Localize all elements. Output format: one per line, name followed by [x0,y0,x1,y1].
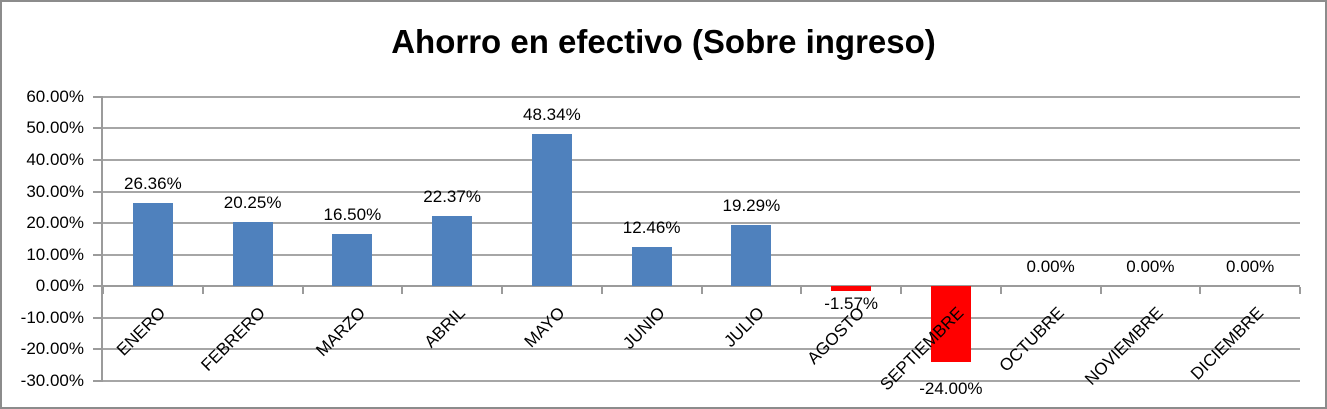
y-axis-tick [93,253,103,256]
y-axis-tick [93,316,103,319]
bar-mayo[interactable] [531,133,572,287]
y-axis-line [101,96,103,381]
y-axis-tick-label: 60.00% [26,86,84,106]
x-axis-line [103,285,1300,288]
data-label-enero: 26.36% [124,174,182,194]
category-label-marzo: MARZO [312,303,370,361]
data-label-octubre: 0.00% [1026,257,1075,277]
bar-septiembre[interactable] [930,286,971,362]
x-axis-tick [900,287,902,295]
x-axis-tick [999,287,1002,295]
data-label-septiembre: -24.00% [919,378,983,398]
y-axis-tick [93,285,103,288]
y-axis-tick-label: -30.00% [20,370,84,390]
y-axis-tick [93,379,103,382]
y-axis-tick-label: 20.00% [26,213,84,233]
data-label-julio: 19.29% [722,196,781,216]
x-axis-tick [1099,287,1102,295]
category-label-junio: JUNIO [618,303,669,353]
data-label-mayo: 48.34% [523,104,581,124]
bar-abril[interactable] [432,215,473,287]
x-axis-tick [800,287,803,295]
category-label-octubre: OCTUBRE [995,303,1068,376]
data-label-diciembre: 0.00% [1226,257,1275,277]
y-axis-tick-label: 10.00% [26,244,84,264]
category-label-agosto: AGOSTO [803,303,868,368]
category-label-mayo: MAYO [520,303,569,352]
bar-marzo[interactable] [332,234,373,287]
bar-enero[interactable] [132,203,173,287]
y-axis-tick-label: 0.00% [35,276,84,296]
y-axis-tick [93,190,103,193]
x-axis-tick [501,287,503,295]
gridline [103,222,1300,225]
category-label-abril: ABRIL [420,303,469,352]
x-axis-tick [401,287,404,295]
x-axis-tick [600,287,603,295]
gridline [103,253,1300,256]
x-axis-tick [301,287,304,295]
x-axis-tick [700,287,703,295]
gridline [103,379,1300,382]
y-axis-tick-label: 40.00% [26,150,84,169]
data-label-marzo: 16.50% [323,205,382,225]
bar-agosto[interactable] [831,286,872,292]
x-axis-tick [1199,287,1202,295]
y-axis-tick [93,95,103,98]
chart-title[interactable]: Ahorro en efectivo (Sobre ingreso) [391,23,936,60]
x-axis-tick [1299,287,1301,295]
category-label-julio: JULIO [720,303,769,351]
y-axis-tick-label: 30.00% [26,181,84,201]
gridline [103,190,1300,193]
bar-febrero[interactable] [232,222,273,287]
category-label-febrero: FEBRERO [197,303,270,375]
bar-julio[interactable] [731,225,772,287]
gridline [103,95,1300,98]
data-label-agosto: -1.57% [824,294,879,314]
data-label-junio: 12.46% [622,217,681,237]
gridline [103,127,1300,130]
y-axis-tick-label: 50.00% [26,118,84,138]
gridline [103,159,1300,161]
y-axis-tick-label: -20.00% [20,339,84,359]
gridline [103,316,1300,319]
y-axis-tick [93,348,103,351]
category-label-enero: ENERO [113,303,170,360]
y-axis-tick [93,159,103,161]
data-label-abril: 22.37% [423,186,481,206]
data-label-noviembre: 0.00% [1126,257,1175,277]
bar-junio[interactable] [631,246,672,287]
x-axis-tick [102,287,104,295]
data-label-febrero: 20.25% [223,193,282,213]
y-axis-tick-label: -10.00% [20,307,84,327]
y-axis-tick [93,222,103,225]
x-axis-tick [201,287,204,295]
y-axis-tick [93,127,103,130]
gridline [103,348,1300,351]
